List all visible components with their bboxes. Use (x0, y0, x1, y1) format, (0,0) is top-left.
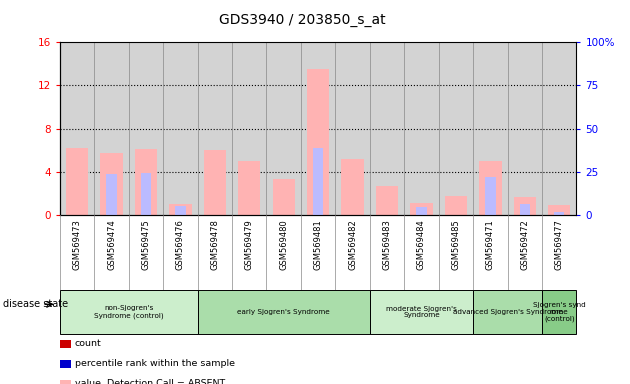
Bar (445, 195, 467, 215)
Text: GDS3940 / 203850_s_at: GDS3940 / 203850_s_at (219, 13, 386, 27)
Text: percentile rank within the sample: percentile rank within the sample (75, 359, 235, 368)
Bar (100, 154, 123, 215)
Bar (513, 197, 536, 215)
Bar (60, 290, 198, 334)
Text: early Sjogren's Syndrome: early Sjogren's Syndrome (238, 309, 330, 315)
Text: GSM569476: GSM569476 (176, 219, 185, 270)
Bar (66, 148, 88, 215)
Bar (473, 290, 542, 334)
Bar (542, 290, 576, 334)
Text: non-Sjogren's
Syndrome (control): non-Sjogren's Syndrome (control) (94, 305, 164, 319)
Text: moderate Sjogren's
Syndrome: moderate Sjogren's Syndrome (386, 306, 457, 318)
Bar (370, 290, 473, 334)
Text: Sjogren's synd
rome
(control): Sjogren's synd rome (control) (533, 302, 586, 322)
Bar (520, 204, 530, 215)
Bar (341, 159, 364, 215)
Text: GSM569475: GSM569475 (142, 219, 151, 270)
Bar (485, 177, 496, 215)
Text: GSM569479: GSM569479 (245, 219, 254, 270)
Bar (203, 150, 226, 215)
Bar (169, 204, 192, 215)
Text: GSM569480: GSM569480 (279, 219, 288, 270)
Bar (135, 149, 157, 215)
Text: GSM569485: GSM569485 (452, 219, 461, 270)
Bar (410, 203, 433, 215)
Text: GSM569474: GSM569474 (107, 219, 116, 270)
Bar (273, 179, 295, 215)
Text: GSM569483: GSM569483 (382, 219, 391, 270)
Bar (307, 69, 329, 215)
Text: value, Detection Call = ABSENT: value, Detection Call = ABSENT (75, 379, 225, 384)
Text: advanced Sjogren's Syndrome: advanced Sjogren's Syndrome (452, 309, 563, 315)
Text: GSM569478: GSM569478 (210, 219, 219, 270)
Bar (313, 148, 323, 215)
Bar (238, 161, 260, 215)
Bar (376, 186, 398, 215)
Bar (175, 207, 186, 215)
Text: GSM569473: GSM569473 (72, 219, 81, 270)
Bar (479, 161, 501, 215)
Text: GSM569472: GSM569472 (520, 219, 529, 270)
Text: GSM569484: GSM569484 (417, 219, 426, 270)
Text: GSM569471: GSM569471 (486, 219, 495, 270)
Bar (416, 207, 427, 215)
Bar (198, 290, 370, 334)
Text: GSM569482: GSM569482 (348, 219, 357, 270)
Bar (548, 205, 570, 215)
Text: disease state: disease state (3, 299, 67, 310)
Bar (554, 212, 564, 215)
Text: GSM569481: GSM569481 (314, 219, 323, 270)
Bar (106, 174, 117, 215)
Text: GSM569477: GSM569477 (555, 219, 564, 270)
Text: count: count (75, 339, 101, 348)
Bar (140, 173, 151, 215)
